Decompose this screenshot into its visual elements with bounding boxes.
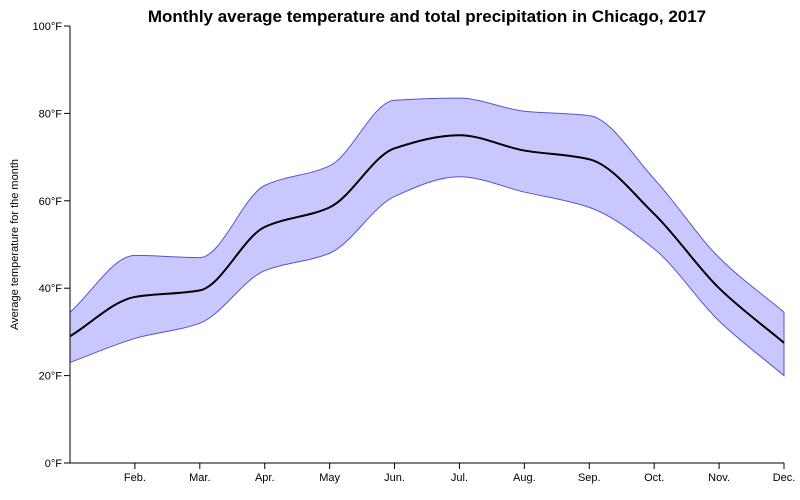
y-tick-label: 40°F xyxy=(39,283,63,295)
x-tick-label: Dec. xyxy=(773,472,796,484)
x-tick-label: Aug. xyxy=(513,472,536,484)
x-tick-label: Mar. xyxy=(189,472,210,484)
y-tick-label: 80°F xyxy=(39,108,63,120)
x-tick-label: Sep. xyxy=(578,472,601,484)
y-tick-label: 100°F xyxy=(33,21,63,33)
chart-title: Monthly average temperature and total pr… xyxy=(148,7,706,26)
x-tick-label: Jun. xyxy=(384,472,405,484)
y-axis: 0°F 20°F 40°F 60°F 80°F 100°F xyxy=(33,21,71,470)
y-tick-label: 60°F xyxy=(39,196,63,208)
x-tick-label: Nov. xyxy=(708,472,730,484)
x-axis: Feb. Mar. Apr. May Jun. Jul. Aug. Sep. Oct. Nov. D… xyxy=(70,462,796,484)
y-tick-label: 20°F xyxy=(39,371,63,383)
x-tick-label: May xyxy=(319,472,340,484)
plot-area xyxy=(69,97,785,377)
y-axis-label: Average temperature for the month xyxy=(9,159,21,330)
x-tick-label: Jul. xyxy=(451,472,468,484)
average-temperature-line xyxy=(69,134,785,344)
x-tick-label: Oct. xyxy=(644,472,664,484)
x-tick-label: Apr. xyxy=(255,472,275,484)
y-tick-label: 0°F xyxy=(45,458,63,470)
x-tick-label: Feb. xyxy=(124,472,146,484)
